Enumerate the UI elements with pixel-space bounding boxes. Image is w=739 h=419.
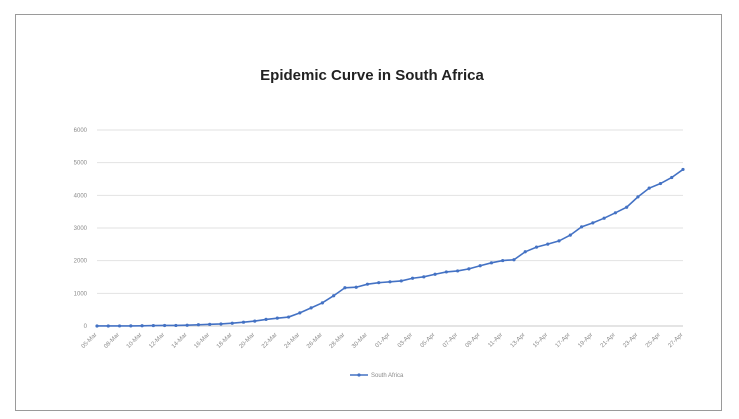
data-point xyxy=(647,186,651,190)
data-point xyxy=(410,276,415,280)
x-tick-label: 01-Apr xyxy=(374,332,391,349)
y-tick-label: 6000 xyxy=(74,128,88,134)
data-point xyxy=(670,175,674,180)
data-point xyxy=(636,195,640,199)
data-point xyxy=(343,286,347,290)
x-tick-label: 26-Mar xyxy=(306,332,324,350)
data-point xyxy=(399,279,403,283)
data-point xyxy=(422,275,426,279)
data-point xyxy=(501,258,505,263)
data-point xyxy=(489,261,494,265)
data-point xyxy=(129,324,133,328)
x-tick-label: 03-Apr xyxy=(397,332,414,349)
data-point xyxy=(467,267,471,271)
chart-frame xyxy=(15,14,722,411)
data-point xyxy=(365,282,370,286)
data-point xyxy=(332,294,336,298)
data-point xyxy=(681,167,685,172)
data-point xyxy=(579,225,584,229)
x-tick-label: 05-Mar xyxy=(81,332,99,350)
data-point xyxy=(388,280,392,284)
data-point xyxy=(298,311,302,315)
x-tick-label: 23-Apr xyxy=(622,332,639,349)
data-point xyxy=(196,323,201,327)
data-point xyxy=(163,323,167,328)
data-point xyxy=(185,323,189,327)
x-tick-label: 22-Mar xyxy=(261,332,279,350)
x-tick-label: 30-Mar xyxy=(351,332,369,350)
x-tick-label: 24-Mar xyxy=(284,332,302,350)
y-tick-label: 5000 xyxy=(74,161,88,167)
data-point xyxy=(151,323,155,328)
data-point xyxy=(591,221,595,225)
data-point xyxy=(478,264,482,268)
data-point xyxy=(309,306,313,310)
x-tick-label: 11-Apr xyxy=(487,332,504,349)
data-point xyxy=(174,323,178,328)
x-tick-label: 19-Apr xyxy=(577,332,594,349)
x-tick-label: 18-Mar xyxy=(216,332,234,350)
data-point xyxy=(512,258,516,262)
data-point xyxy=(523,250,527,254)
y-tick-label: 2000 xyxy=(74,259,88,265)
data-point xyxy=(546,242,550,246)
data-point xyxy=(253,319,257,323)
data-point xyxy=(286,315,291,319)
data-point xyxy=(140,324,144,328)
y-tick-label: 1000 xyxy=(74,291,88,297)
data-point xyxy=(275,316,279,320)
data-point xyxy=(557,239,561,243)
data-point xyxy=(613,211,617,215)
x-tick-label: 14-Mar xyxy=(171,332,189,350)
series-line-south-africa xyxy=(97,168,684,327)
legend-label: South Africa xyxy=(371,373,404,379)
legend-swatch-marker xyxy=(357,373,361,377)
y-tick-label: 3000 xyxy=(74,226,88,232)
chart-title: Epidemic Curve in South Africa xyxy=(260,67,484,84)
x-tick-label: 09-Apr xyxy=(465,332,482,349)
data-point xyxy=(264,317,268,322)
y-tick-label: 0 xyxy=(84,324,88,330)
x-tick-label: 21-Apr xyxy=(600,332,617,349)
x-tick-label: 08-Mar xyxy=(103,332,121,350)
x-tick-label: 27-Apr xyxy=(667,332,684,349)
x-tick-label: 15-Apr xyxy=(532,332,549,349)
data-point xyxy=(95,324,99,328)
x-tick-label: 12-Mar xyxy=(148,332,166,350)
data-point xyxy=(433,272,437,276)
data-point xyxy=(208,322,212,326)
x-tick-label: 05-Apr xyxy=(420,332,437,349)
data-point xyxy=(117,324,122,328)
x-tick-label: 07-Apr xyxy=(442,332,459,349)
data-point xyxy=(444,270,448,274)
data-point xyxy=(456,269,460,273)
x-tick-label: 25-Apr xyxy=(645,332,662,349)
y-tick-label: 4000 xyxy=(74,193,88,199)
data-point xyxy=(219,322,223,326)
data-point xyxy=(658,181,663,186)
data-point xyxy=(354,285,358,289)
data-point xyxy=(241,320,246,324)
data-point xyxy=(534,245,539,249)
data-point xyxy=(602,216,606,220)
data-point xyxy=(320,301,324,305)
x-tick-label: 20-Mar xyxy=(238,332,256,350)
x-tick-label: 28-Mar xyxy=(329,332,347,350)
data-point xyxy=(625,205,629,209)
x-tick-label: 13-Apr xyxy=(510,332,527,349)
x-tick-label: 10-Mar xyxy=(126,332,144,350)
data-point xyxy=(106,324,110,328)
data-point xyxy=(230,321,234,325)
data-point xyxy=(568,233,572,237)
x-tick-label: 16-Mar xyxy=(193,332,211,350)
data-point xyxy=(377,281,381,285)
x-tick-label: 17-Apr xyxy=(555,332,572,349)
